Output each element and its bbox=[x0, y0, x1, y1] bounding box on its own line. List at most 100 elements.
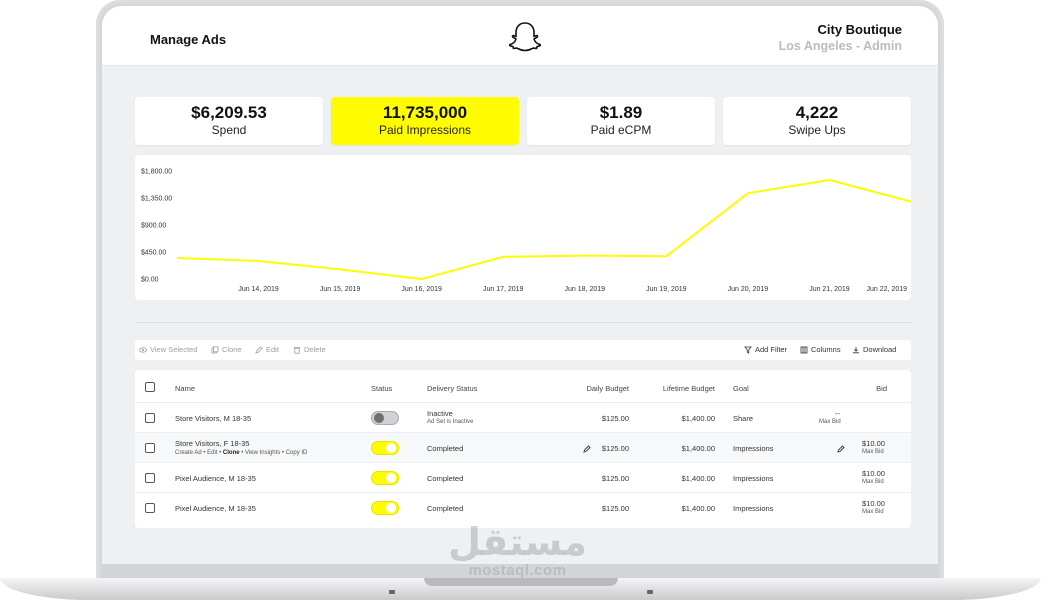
y-tick-label: $900.00 bbox=[141, 223, 166, 230]
status-toggle[interactable] bbox=[371, 441, 399, 455]
table-row[interactable]: Store Visitors, F 18-35 Create Ad • Edit… bbox=[135, 433, 911, 463]
stat-card-swipe-ups[interactable]: 4,222 Swipe Ups bbox=[723, 97, 911, 145]
toolbar-label: Add Filter bbox=[755, 345, 788, 354]
column-header-name[interactable]: Name bbox=[175, 384, 196, 393]
laptop-base bbox=[0, 578, 1041, 600]
column-header-daily-budget[interactable]: Daily Budget bbox=[586, 384, 629, 393]
x-tick-label: Jun 19, 2019 bbox=[646, 286, 687, 293]
toggle-knob bbox=[386, 503, 396, 513]
divider bbox=[135, 322, 911, 323]
ad-set-name[interactable]: Store Visitors, F 18-35 bbox=[175, 439, 250, 448]
toolbar-label: Clone bbox=[222, 345, 242, 354]
column-header-lifetime-budget[interactable]: Lifetime Budget bbox=[662, 384, 715, 393]
edit-bid-pencil-icon[interactable] bbox=[837, 445, 845, 453]
data-point[interactable] bbox=[582, 253, 588, 259]
data-point[interactable] bbox=[500, 254, 506, 260]
laptop-foot-left bbox=[389, 590, 395, 594]
y-tick-label: $1,800.00 bbox=[141, 169, 172, 176]
add-filter-button[interactable]: Add Filter bbox=[744, 345, 787, 354]
bid-value: $10.00 bbox=[862, 499, 885, 508]
lifetime-budget: $1,400.00 bbox=[681, 444, 715, 453]
delivery-status: Inactive bbox=[427, 409, 453, 418]
row-checkbox[interactable] bbox=[145, 503, 155, 513]
table-row[interactable]: Pixel Audience, M 18-35 Completed $125.0… bbox=[135, 493, 911, 523]
edit-daily-budget-pencil-icon[interactable] bbox=[583, 445, 591, 453]
data-point[interactable] bbox=[256, 258, 262, 264]
data-point[interactable] bbox=[908, 199, 911, 205]
goal: Share bbox=[733, 414, 754, 423]
bid-sub: Max Bid bbox=[862, 509, 884, 515]
x-tick-label: Jun 18, 2019 bbox=[565, 286, 606, 293]
bid-sub: Max Bid bbox=[819, 419, 841, 425]
stat-card-paid-ecpm[interactable]: $1.89 Paid eCPM bbox=[527, 97, 715, 145]
ad-sets-table: Name Status Delivery Status Daily Budget… bbox=[135, 370, 911, 528]
daily-budget: $125.00 bbox=[601, 504, 629, 513]
stat-label: Swipe Ups bbox=[788, 123, 846, 137]
stat-card-paid-impressions[interactable]: 11,735,000 Paid Impressions bbox=[331, 97, 519, 145]
data-point[interactable] bbox=[826, 177, 832, 183]
create-ad-link[interactable]: Create Ad bbox=[175, 450, 202, 456]
data-point[interactable] bbox=[663, 253, 669, 259]
toggle-knob bbox=[374, 413, 384, 423]
view-insights-link[interactable]: View Insights bbox=[245, 450, 281, 456]
snapchat-ghost-icon[interactable] bbox=[508, 20, 542, 56]
status-toggle[interactable] bbox=[371, 471, 399, 485]
clone-button[interactable]: Clone bbox=[211, 345, 242, 354]
ad-set-name[interactable]: Pixel Audience, M 18-35 bbox=[175, 474, 256, 483]
laptop-base-notch bbox=[424, 578, 618, 586]
columns-button[interactable]: Columns bbox=[800, 345, 841, 354]
toggle-knob bbox=[386, 473, 396, 483]
table-row[interactable]: Pixel Audience, M 18-35 Completed $125.0… bbox=[135, 463, 911, 493]
stat-cards: $6,209.53 Spend 11,735,000 Paid Impressi… bbox=[135, 97, 911, 145]
row-checkbox[interactable] bbox=[145, 473, 155, 483]
column-header-bid[interactable]: Bid bbox=[876, 384, 887, 393]
account-info[interactable]: City Boutique Los Angeles - Admin bbox=[779, 22, 902, 53]
columns-icon bbox=[800, 346, 808, 353]
eye-icon bbox=[139, 346, 147, 353]
row-checkbox[interactable] bbox=[145, 443, 155, 453]
daily-budget: $125.00 bbox=[601, 414, 629, 423]
filter-icon bbox=[744, 346, 752, 354]
x-tick-label: Jun 14, 2019 bbox=[238, 286, 279, 293]
bid-sub: Max Bid bbox=[862, 479, 884, 485]
laptop-foot-right bbox=[647, 590, 653, 594]
trash-icon bbox=[294, 346, 300, 354]
data-point[interactable] bbox=[337, 266, 343, 272]
view-selected-button[interactable]: View Selected bbox=[139, 345, 197, 354]
series-line bbox=[176, 179, 911, 280]
x-tick-label: Jun 21, 2019 bbox=[809, 286, 850, 293]
column-header-delivery-status[interactable]: Delivery Status bbox=[427, 384, 478, 393]
watermark-arabic: مستقل bbox=[448, 520, 587, 564]
y-tick-label: $1,350.00 bbox=[141, 196, 172, 203]
table-row[interactable]: Store Visitors, M 18-35 Inactive Ad Set … bbox=[135, 403, 911, 433]
toolbar-label: View Selected bbox=[150, 345, 198, 354]
column-header-goal[interactable]: Goal bbox=[733, 384, 749, 393]
status-toggle[interactable] bbox=[371, 501, 399, 515]
copy-id-link[interactable]: Copy ID bbox=[285, 450, 308, 456]
x-tick-label: Jun 15, 2019 bbox=[320, 286, 361, 293]
clone-link[interactable]: Clone bbox=[222, 450, 240, 456]
delivery-status-sub: Ad Set is Inactive bbox=[427, 419, 474, 425]
select-all-checkbox[interactable] bbox=[145, 382, 155, 392]
download-button[interactable]: Download bbox=[852, 345, 896, 354]
column-header-status[interactable]: Status bbox=[371, 384, 393, 393]
row-checkbox[interactable] bbox=[145, 413, 155, 423]
ad-set-name[interactable]: Store Visitors, M 18-35 bbox=[175, 414, 252, 423]
toolbar-label: Columns bbox=[811, 345, 841, 354]
bid-value: -- bbox=[835, 409, 840, 418]
stat-card-spend[interactable]: $6,209.53 Spend bbox=[135, 97, 323, 145]
lifetime-budget: $1,400.00 bbox=[681, 414, 715, 423]
status-toggle[interactable] bbox=[371, 411, 399, 425]
delivery-status: Completed bbox=[427, 444, 464, 453]
edit-button[interactable]: Edit bbox=[255, 345, 279, 354]
row-actions: Create Ad • Edit • Clone • View Insights… bbox=[175, 450, 308, 456]
data-point[interactable] bbox=[745, 190, 751, 196]
toolbar-label: Download bbox=[863, 345, 897, 354]
ad-set-name[interactable]: Pixel Audience, M 18-35 bbox=[175, 504, 256, 513]
delete-button[interactable]: Delete bbox=[293, 345, 326, 354]
data-point[interactable] bbox=[174, 255, 180, 261]
edit-link[interactable]: Edit bbox=[207, 450, 218, 456]
laptop-frame: Manage Ads City Boutique Los Angeles - A… bbox=[96, 0, 944, 584]
stat-value: 4,222 bbox=[795, 103, 839, 122]
data-point[interactable] bbox=[419, 276, 425, 282]
